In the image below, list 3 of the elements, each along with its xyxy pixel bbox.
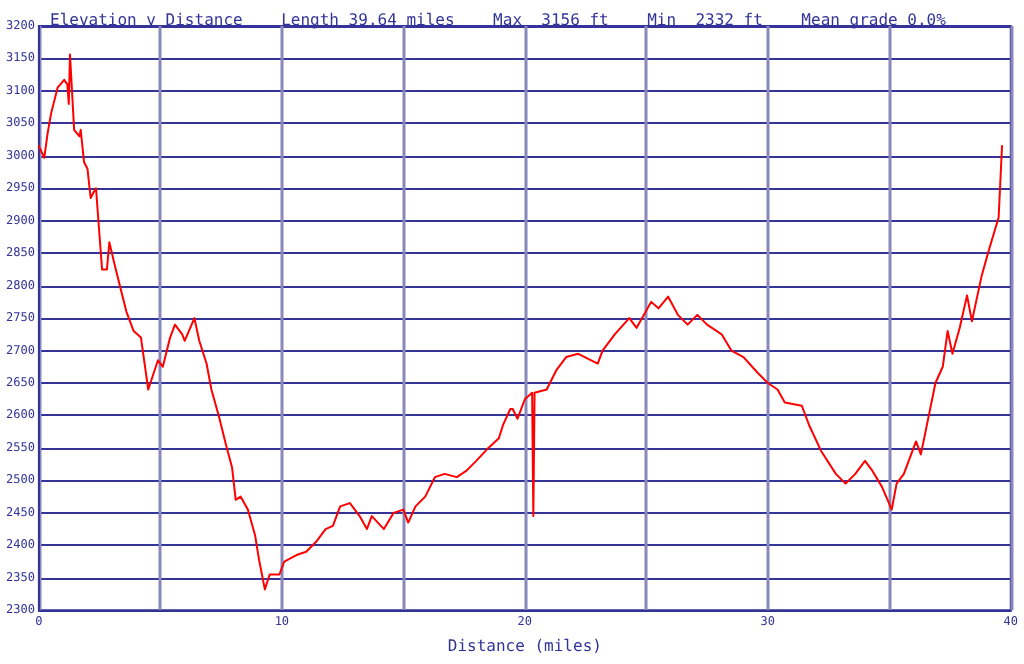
line-series bbox=[37, 53, 1004, 591]
chart-title: Elevation v Distance Length 39.64 miles Max 3156 ft Min 2332 ft Mean grade 0.0% bbox=[50, 11, 947, 29]
x-axis-title: Distance (miles) bbox=[447, 637, 602, 655]
